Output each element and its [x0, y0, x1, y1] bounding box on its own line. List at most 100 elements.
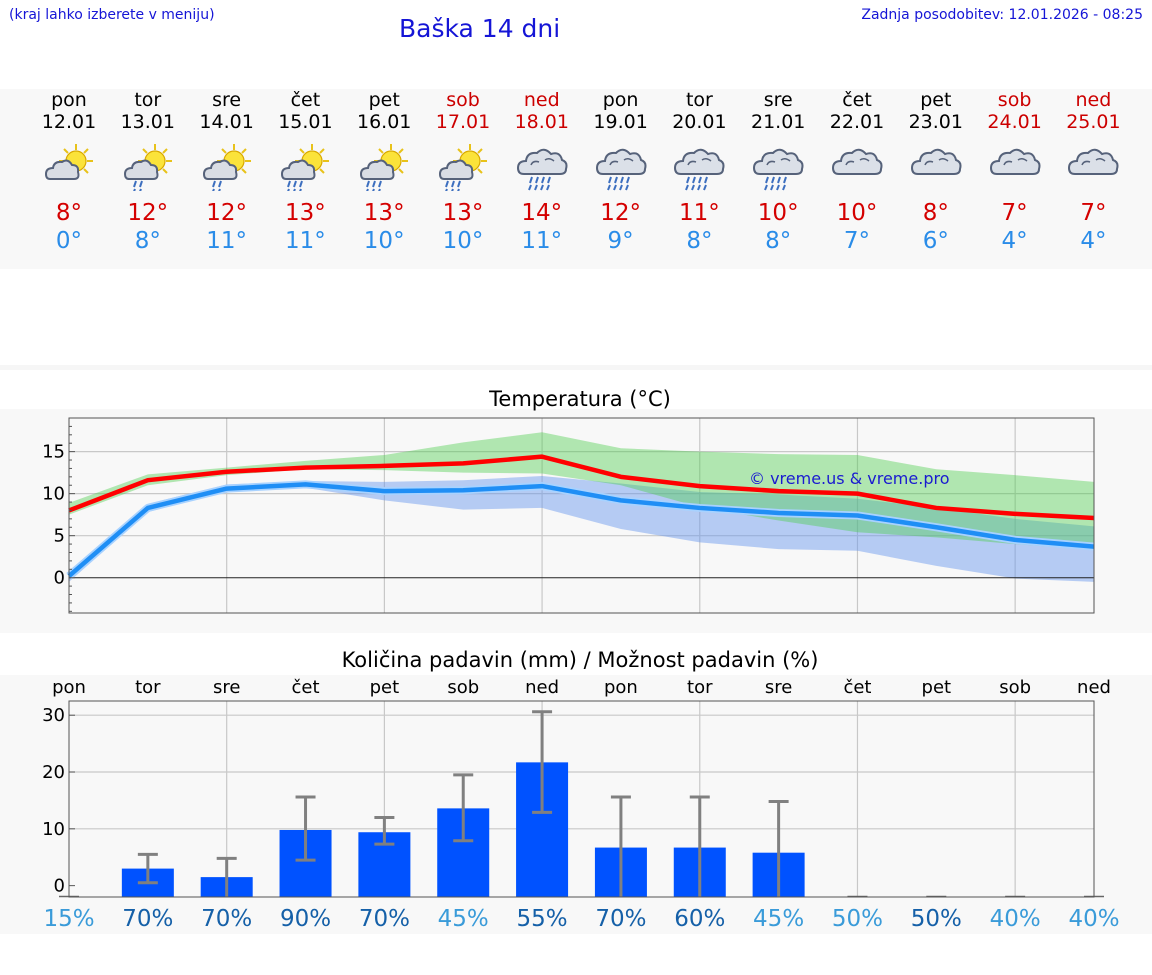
forecast-day: čet 22.01 10° 7° [818, 89, 897, 255]
forecast-day-name: čet [290, 89, 321, 111]
forecast-day-name: tor [685, 89, 713, 111]
cloud-icon [910, 148, 962, 175]
forecast-max-temp: 7° [1080, 200, 1107, 226]
forecast-date: 16.01 [356, 111, 412, 133]
forecast-day-name: pon [602, 89, 639, 111]
cloud-shape [123, 159, 159, 180]
forecast-day-name: ned [523, 89, 560, 111]
forecast-day-name: sob [446, 89, 480, 111]
forecast-day: pet 23.01 8° 6° [896, 89, 975, 255]
cloud-shape [202, 159, 238, 180]
temperature-chart-title: Temperatura (°C) [489, 387, 671, 411]
forecast-date: 22.01 [829, 111, 885, 133]
section-divider [0, 365, 1152, 370]
forecast-date: 12.01 [41, 111, 97, 133]
rain-drops [445, 180, 461, 191]
forecast-day-name: pet [920, 89, 952, 111]
cloud-shape [831, 148, 883, 175]
cloud-rain-icon [595, 148, 647, 191]
sun-cloud-heavy-rain-icon [360, 144, 409, 191]
forecast-min-temp: 4° [1001, 228, 1028, 254]
forecast-date: 14.01 [199, 111, 254, 133]
forecast-min-temp: 10° [442, 228, 484, 254]
forecast-day: čet 15.01 13° 11° [266, 89, 345, 255]
forecast-date: 19.01 [593, 111, 648, 133]
cloud-shape [910, 148, 962, 175]
forecast-max-temp: 12° [206, 200, 247, 226]
forecast-day-name: sre [212, 89, 242, 111]
forecast-max-temp: 8° [922, 200, 949, 226]
forecast-day: pon 12.01 8° 0° [30, 89, 109, 255]
cloud-shape [674, 148, 725, 175]
forecast-day-name: ned [1075, 89, 1112, 111]
forecast-day-name: sob [997, 89, 1032, 111]
forecast-max-temp: 8° [55, 200, 83, 226]
forecast-min-temp: 6° [922, 228, 949, 254]
forecast-min-temp: 11° [206, 228, 247, 254]
forecast-min-temp: 8° [765, 228, 792, 254]
forecast-day-name: pon [51, 89, 87, 111]
forecast-date: 24.01 [987, 111, 1042, 133]
forecast-date: 18.01 [514, 111, 569, 133]
cloud-shape [516, 148, 568, 175]
forecast-day-name: pet [368, 89, 400, 111]
forecast-min-temp: 8° [686, 228, 713, 254]
forecast-date: 23.01 [908, 111, 963, 133]
forecast-min-temp: 4° [1080, 228, 1107, 254]
rain-drops [527, 176, 551, 191]
cloud-shape [1068, 148, 1119, 175]
rain-drops [764, 176, 788, 191]
forecast-day: ned 25.01 7° 4° [1054, 89, 1133, 255]
forecast-min-temp: 9° [607, 228, 634, 254]
forecast-max-temp: 10° [757, 200, 799, 226]
forecast-day: sob 24.01 7° 4° [975, 89, 1054, 255]
sun-cloud-heavy-rain-icon [438, 144, 487, 191]
cloud-shape [360, 159, 395, 180]
forecast-day: sre 21.01 10° 8° [739, 89, 818, 255]
last-update-text: Zadnja posodobitev: 12.01.2026 - 08:25 [861, 7, 1143, 23]
forecast-max-temp: 14° [521, 200, 563, 226]
forecast-day-name: čet [842, 89, 872, 111]
cloud-shape [595, 148, 647, 175]
rain-drops [606, 176, 630, 191]
forecast-day: pon 19.01 12° 9° [581, 89, 660, 255]
rain-drops [132, 180, 143, 191]
forecast-max-temp: 13° [442, 200, 484, 226]
forecast-min-temp: 10° [363, 228, 405, 254]
forecast-date: 17.01 [435, 111, 491, 133]
cloud-rain-icon [674, 148, 725, 191]
sun-cloud-rain-icon [123, 144, 172, 191]
cloud-icon [989, 148, 1041, 175]
forecast-max-temp: 12° [600, 200, 641, 226]
forecast-max-temp: 12° [127, 200, 169, 226]
forecast-date: 25.01 [1066, 111, 1121, 133]
forecast-strip-background [0, 89, 1152, 269]
forecast-max-temp: 10° [836, 200, 878, 226]
page-title: Baška 14 dni [399, 14, 561, 43]
forecast-date: 15.01 [278, 111, 333, 133]
cloud-shape [281, 159, 316, 180]
forecast-date: 20.01 [672, 111, 727, 133]
forecast-day: ned 18.01 14° 11° [502, 89, 581, 255]
forecast-day: pet 16.01 13° 10° [345, 89, 424, 255]
forecast-date: 21.01 [750, 111, 806, 133]
forecast-day-name: tor [134, 89, 162, 111]
sun-cloud-rain-icon [202, 144, 251, 191]
precipitation-chart-title: Količina padavin (mm) / Možnost padavin … [341, 648, 819, 672]
cloud-icon [831, 148, 883, 175]
forecast-day: tor 13.01 12° 8° [108, 89, 187, 255]
temperature-chart-background [0, 409, 1152, 633]
rain-drops [366, 180, 383, 191]
forecast-day-name: sre [763, 89, 793, 111]
rain-drops [287, 180, 304, 191]
cloud-shape [753, 148, 804, 175]
forecast-max-temp: 13° [285, 200, 326, 226]
forecast-day: sre 14.01 12° 11° [187, 89, 266, 255]
forecast-max-temp: 13° [363, 200, 405, 226]
cloud-shape [44, 159, 80, 180]
sun-cloud-icon [44, 144, 93, 180]
cloud-rain-icon [753, 148, 804, 191]
sun-cloud-heavy-rain-icon [281, 144, 330, 191]
cloud-icon [1068, 148, 1119, 175]
forecast-min-temp: 11° [521, 228, 563, 254]
